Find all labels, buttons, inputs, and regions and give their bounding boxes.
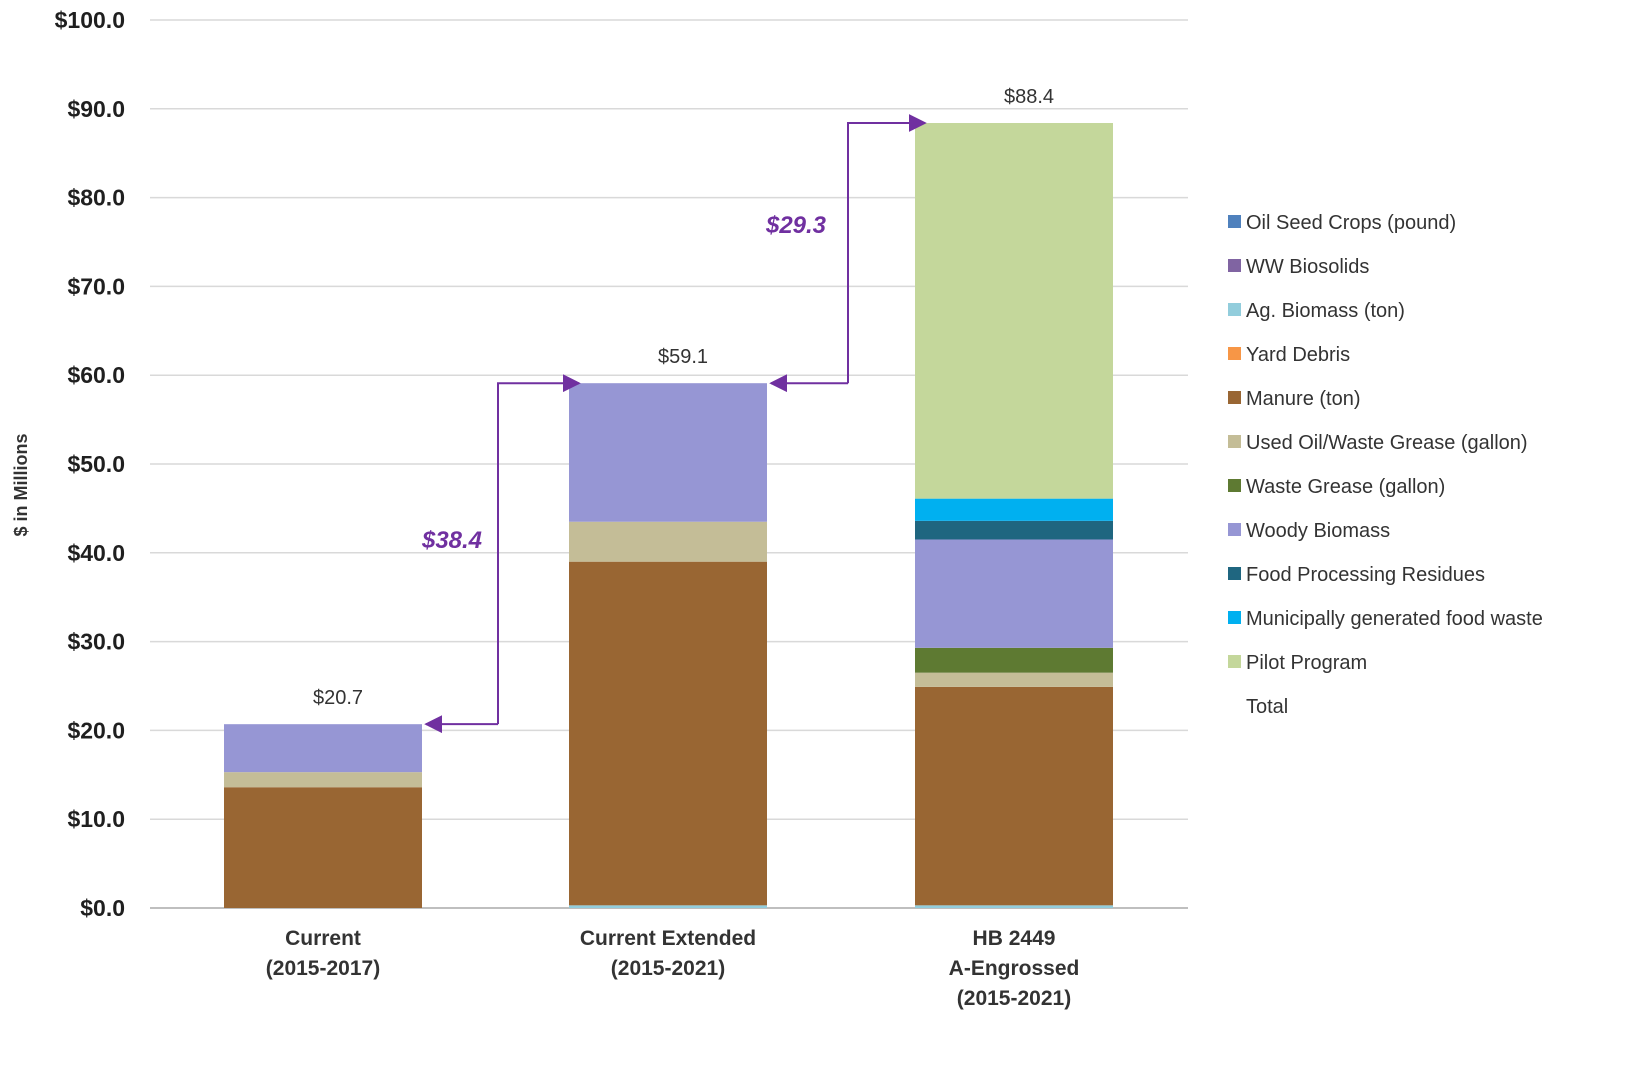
delta-label: $29.3 [765, 212, 827, 239]
legend-item-oil-seed-crops-pound: Oil Seed Crops (pound) [1228, 212, 1456, 234]
bar-segment-woody-biomass [915, 539, 1113, 648]
legend-item-pilot-program: Pilot Program [1228, 652, 1367, 674]
delta-label: $38.4 [421, 527, 482, 554]
legend-label: Manure (ton) [1246, 388, 1361, 410]
y-axis-label: $ in Millions [11, 433, 31, 536]
x-tick-label: HB 2449 A-Engrossed (2015-2021) [949, 927, 1080, 1010]
bar-segment-food-processing-residues [915, 520, 1113, 540]
legend-label: Pilot Program [1246, 652, 1367, 674]
legend-label: Ag. Biomass (ton) [1246, 300, 1405, 322]
y-tick-label: $20.0 [67, 717, 125, 743]
legend-item-waste-grease-gallon: Waste Grease (gallon) [1228, 476, 1445, 498]
bars [224, 123, 1113, 908]
legend: Oil Seed Crops (pound) WW Biosolids Ag. Bi… [1228, 212, 1543, 718]
legend-item-woody-biomass: Woody Biomass [1228, 520, 1390, 542]
legend-swatch [1228, 259, 1241, 272]
legend-label: Municipally generated food waste [1246, 608, 1543, 630]
legend-label: Food Processing Residues [1246, 564, 1485, 586]
legend-swatch [1228, 523, 1241, 536]
y-tick-label: $60.0 [67, 362, 125, 388]
legend-swatch [1228, 479, 1241, 492]
total-label: $88.4 [1004, 86, 1054, 108]
total-labels: $20.7 $59.1 $88.4 [313, 86, 1054, 709]
legend-swatch [1228, 215, 1241, 228]
bar-segment-used-oil-waste-grease-gallon [569, 521, 767, 562]
legend-swatch [1228, 435, 1241, 448]
legend-item-ww-biosolids: WW Biosolids [1228, 256, 1369, 278]
legend-label: Woody Biomass [1246, 520, 1390, 542]
bar-segment-manure-ton [915, 686, 1113, 906]
legend-item-used-oil-waste-grease-gallon: Used Oil/Waste Grease (gallon) [1228, 432, 1528, 454]
y-tick-label: $90.0 [67, 96, 125, 122]
legend-label: Waste Grease (gallon) [1246, 476, 1445, 498]
x-tick-label: Current (2015-2017) [266, 927, 380, 980]
x-tick-label: Current Extended (2015-2021) [580, 927, 756, 980]
legend-item-ag-biomass-ton: Ag. Biomass (ton) [1228, 300, 1405, 322]
y-tick-label: $0.0 [80, 895, 125, 921]
legend-item-total: Total [1246, 696, 1288, 718]
bar-segment-pilot-program [915, 123, 1113, 499]
y-tick-label: $70.0 [67, 273, 125, 299]
legend-item-manure-ton: Manure (ton) [1228, 388, 1361, 410]
y-tick-label: $100.0 [55, 7, 125, 33]
legend-item-municipally-generated-food-waste: Municipally generated food waste [1228, 608, 1543, 630]
y-tick-label: $50.0 [67, 451, 125, 477]
delta-arrow [497, 374, 581, 725]
y-tick-label: $80.0 [67, 185, 125, 211]
bar-segment-used-oil-waste-grease-gallon [224, 772, 422, 788]
bar-segment-manure-ton [224, 787, 422, 908]
x-axis: Current (2015-2017) Current Extended (2015-… [266, 927, 1080, 1010]
legend-label: Total [1246, 696, 1288, 718]
bar-segment-waste-grease-gallon [915, 647, 1113, 673]
bar-segment-woody-biomass [569, 383, 767, 522]
legend-item-yard-debris: Yard Debris [1228, 344, 1350, 366]
legend-swatch [1228, 347, 1241, 360]
legend-swatch [1228, 391, 1241, 404]
y-tick-label: $10.0 [67, 806, 125, 832]
y-tick-label: $40.0 [67, 540, 125, 566]
legend-item-food-processing-residues: Food Processing Residues [1228, 564, 1485, 586]
bar-segment-woody-biomass [224, 724, 422, 773]
bar-segment-ag-biomass-ton [915, 905, 1113, 908]
y-axis: $0.0 $10.0 $20.0 $30.0 $40.0 $50.0 $60.0 $70.0 $… [55, 7, 125, 921]
total-label: $59.1 [658, 346, 708, 368]
bar-segment-municipally-generated-food-waste [915, 498, 1113, 521]
legend-swatch [1228, 303, 1241, 316]
annotations: $38.4 $29.3 [421, 114, 927, 734]
bar-segment-manure-ton [569, 561, 767, 906]
legend-label: Used Oil/Waste Grease (gallon) [1246, 432, 1528, 454]
total-label: $20.7 [313, 687, 363, 709]
y-tick-label: $30.0 [67, 629, 125, 655]
legend-swatch [1228, 655, 1241, 668]
legend-label: WW Biosolids [1246, 256, 1369, 278]
bar-segment-used-oil-waste-grease-gallon [915, 672, 1113, 687]
legend-label: Yard Debris [1246, 344, 1350, 366]
legend-swatch [1228, 611, 1241, 624]
legend-swatch [1228, 567, 1241, 580]
bar-segment-ag-biomass-ton [569, 905, 767, 908]
legend-label: Oil Seed Crops (pound) [1246, 212, 1456, 234]
delta-arrow [847, 114, 927, 384]
